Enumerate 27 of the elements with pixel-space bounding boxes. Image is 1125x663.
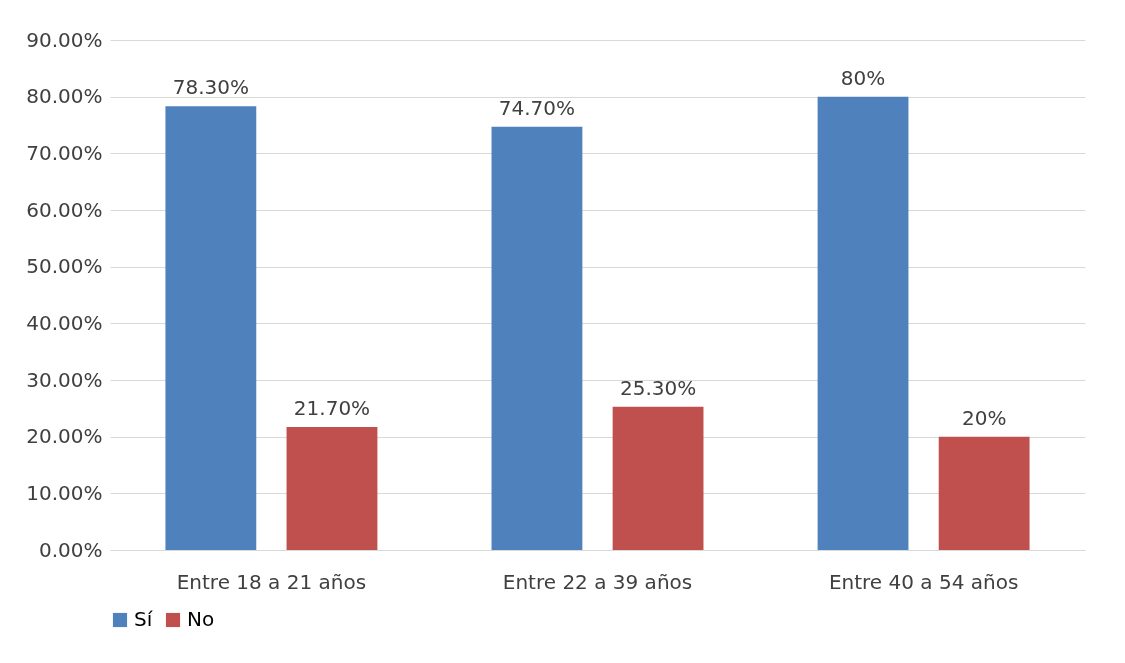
y-tick-label: 0.00% xyxy=(38,537,103,562)
legend-label: No xyxy=(187,607,215,631)
data-label: 25.30% xyxy=(619,375,697,400)
y-tick-label: 20.00% xyxy=(26,424,103,449)
y-tick-label: 40.00% xyxy=(26,310,103,335)
data-label: 21.70% xyxy=(293,396,371,421)
y-tick-label: 10.00% xyxy=(26,480,103,505)
y-tick-label: 90.00% xyxy=(26,27,103,52)
y-tick-label: 60.00% xyxy=(26,197,103,222)
x-tick-label: Entre 40 a 54 años xyxy=(828,569,1019,594)
y-tick-label: 30.00% xyxy=(26,367,103,392)
bar xyxy=(165,106,257,550)
bar xyxy=(938,436,1030,550)
y-tick-label: 50.00% xyxy=(26,254,103,279)
bar xyxy=(817,96,909,550)
x-tick-label: Entre 18 a 21 años xyxy=(176,569,367,594)
bar xyxy=(491,126,583,550)
legend-label: Sí xyxy=(134,607,154,631)
bar xyxy=(286,427,378,550)
y-tick-label: 80.00% xyxy=(26,84,103,109)
data-label: 80% xyxy=(840,65,886,90)
data-label: 74.70% xyxy=(498,95,576,120)
x-tick-label: Entre 22 a 39 años xyxy=(502,569,693,594)
bar xyxy=(612,406,704,550)
y-tick-label: 70.00% xyxy=(26,140,103,165)
data-label: 78.30% xyxy=(172,75,249,100)
data-label: 20% xyxy=(961,405,1007,430)
